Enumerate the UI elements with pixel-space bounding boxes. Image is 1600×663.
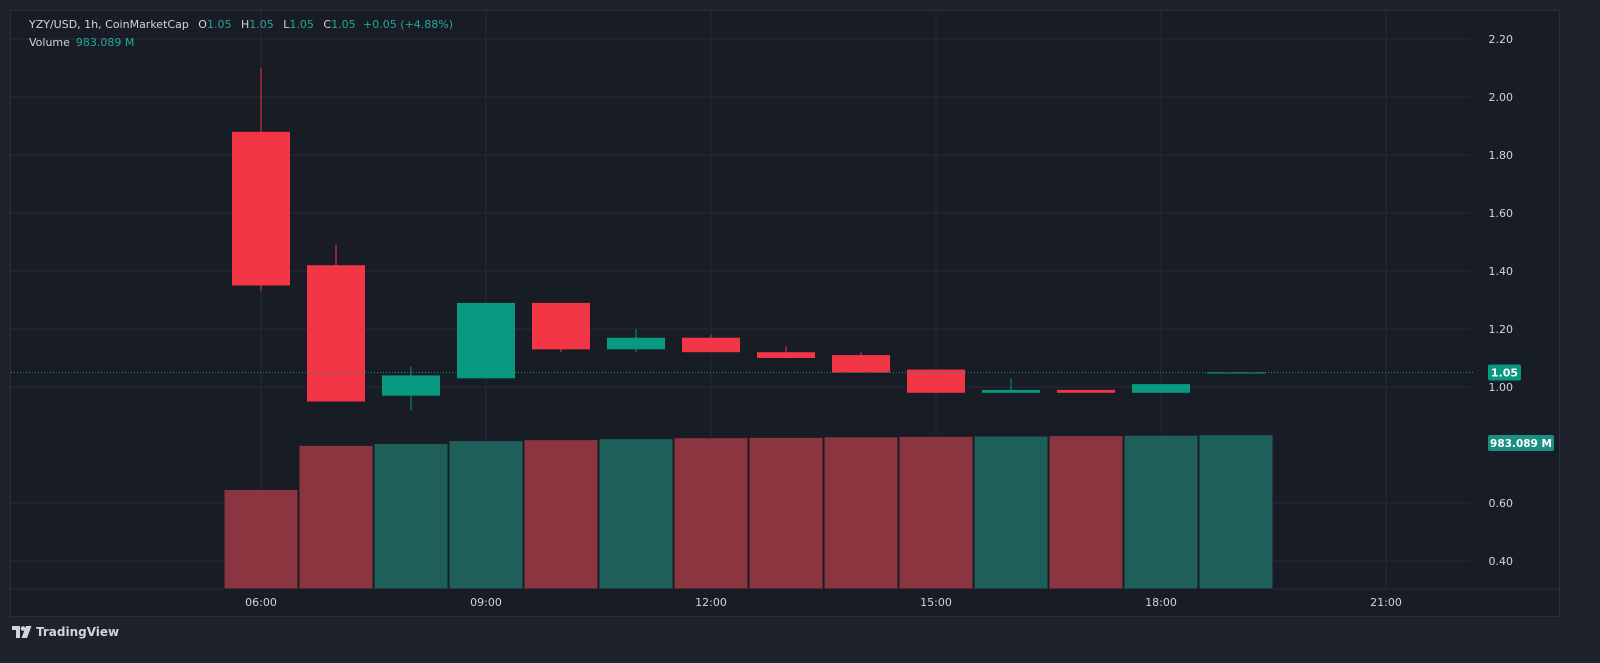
symbol-title: YZY/USD, 1h, CoinMarketCap [29,18,189,31]
volume-legend: Volume 983.089 M [29,36,134,49]
candle-body [232,131,290,286]
y-tick-label: 1.80 [1489,149,1514,162]
change-value: +0.05 (+4.88%) [363,18,454,31]
candles [232,68,1265,411]
volume-bar [898,435,974,590]
y-tick-label: 0.40 [1489,555,1514,568]
close-value: 1.05 [331,18,356,31]
x-tick-label: 21:00 [1370,596,1402,609]
candle-body [532,302,590,350]
close-label: C [323,18,332,31]
candle-body [382,375,440,396]
candle-body [832,355,890,373]
candle-body [607,337,665,350]
last-price-badge-text: 1.05 [1491,367,1518,380]
last-price-badge: 1.05 [1488,364,1521,381]
volume-bar [973,435,1049,590]
volume-bar [373,442,449,590]
x-tick-label: 06:00 [245,596,277,609]
volume-bar [748,436,824,590]
y-tick-label: 0.60 [1489,497,1514,510]
y-tick-label: 1.00 [1489,381,1514,394]
x-tick-label: 09:00 [470,596,502,609]
open-label: O [198,18,207,31]
symbol-legend: YZY/USD, 1h, CoinMarketCap O1.05 H1.05 L… [29,18,453,31]
volume-label: Volume [29,36,70,49]
y-tick-label: 1.60 [1489,207,1514,220]
tradingview-brand: TradingView [36,625,120,639]
candle-body [682,337,740,353]
y-tick-label: 2.00 [1489,91,1514,104]
high-value: 1.05 [249,18,274,31]
low-value: 1.05 [289,18,314,31]
open-value: 1.05 [206,18,232,31]
x-tick-label: 18:00 [1145,596,1177,609]
tradingview-logo[interactable]: TradingView [12,625,119,639]
x-tick-label: 15:00 [920,596,952,609]
volume-bar [673,437,749,590]
x-tick-label: 12:00 [695,596,727,609]
volume-bar [1198,434,1274,590]
chart-canvas[interactable]: 2.20 2.00 1.80 1.60 1.40 1.20 1.00 0.60 0.40 06:0… [11,11,1559,616]
volume-value: 983.089 M [75,36,135,49]
volume-badge-bg [1488,435,1554,451]
low-label: L [283,18,290,31]
high-label: H [240,18,250,31]
candle-body [982,389,1040,393]
volume-bars [223,434,1274,590]
volume-bar [598,438,674,590]
y-tick-label: 1.40 [1489,265,1514,278]
volume-bar [1123,434,1199,590]
chart-frame[interactable]: 2.20 2.00 1.80 1.60 1.40 1.20 1.00 0.60 0.40 06:0… [10,10,1560,617]
y-tick-label: 2.20 [1489,33,1514,46]
candle-body [1057,389,1115,393]
candle-body [757,352,815,358]
volume-bar [823,436,899,590]
candle-body [907,369,965,393]
volume-badge: 983.089 M [1488,435,1554,451]
volume-bar [298,444,374,590]
volume-bar [523,439,599,590]
candle-body [1132,384,1190,393]
candle-body [457,302,515,379]
tradingview-logo-icon [12,626,32,638]
last-price-badge-bg [1488,364,1521,381]
volume-bar [223,488,299,590]
candle-body [307,265,365,402]
volume-bar [448,440,524,590]
y-tick-label: 1.20 [1489,323,1514,336]
volume-bar [1048,435,1124,590]
volume-badge-text: 983.089 M [1490,438,1552,450]
